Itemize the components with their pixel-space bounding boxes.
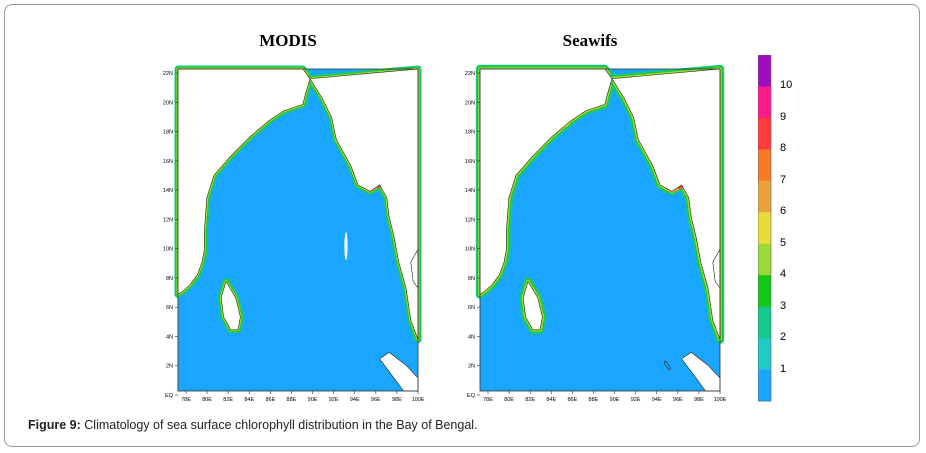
colorbar-frame: [758, 55, 772, 402]
lat-tick-label: 20N: [163, 100, 173, 106]
lon-tick-label: 96E: [371, 397, 381, 403]
lat-tick-label: EQ: [467, 393, 476, 399]
panel-title-modis: MODIS: [259, 31, 317, 50]
lat-tick-label: 2N: [468, 364, 475, 370]
andaman-islands: [344, 232, 348, 261]
figure-image: MODIS 22N 20N 18N 16N 14N 12N 10N 8N 6N 4N 2N EQ 78E…: [138, 29, 799, 405]
lon-tick-label: 88E: [589, 397, 599, 403]
figure-caption: Figure 9: Climatology of sea surface chl…: [28, 418, 478, 432]
land-mass: [309, 68, 419, 340]
land-mass: [220, 280, 241, 331]
lat-tick-label: 22N: [163, 71, 173, 77]
colorbar-segment: [758, 117, 771, 150]
lon-tick-label: 86E: [567, 397, 577, 403]
lon-tick-label: 90E: [610, 397, 620, 403]
lat-tick-label: 4N: [468, 334, 475, 340]
lon-tick-label: 98E: [694, 397, 704, 403]
lat-tick-label: 18N: [163, 130, 173, 136]
lon-tick-label: 88E: [287, 397, 297, 403]
lat-tick-label: 10N: [163, 247, 173, 253]
colorbar-label: 4: [780, 268, 787, 281]
lon-tick-label: 90E: [308, 397, 318, 403]
lon-tick-label: 92E: [631, 397, 641, 403]
lat-tick-label: 14N: [163, 188, 173, 194]
lat-tick-label: 12N: [465, 217, 475, 223]
colorbar: 10 9 8 7 6 5 4 3 2 1: [758, 55, 798, 405]
lon-tick-label: 96E: [673, 397, 683, 403]
colorbar-segment: [758, 243, 771, 276]
lon-tick-label: 94E: [652, 397, 662, 403]
lat-tick-label: 2N: [166, 364, 173, 370]
lat-tick-label: 10N: [465, 247, 475, 253]
colorbar-label: 8: [780, 142, 787, 155]
seawifs-map-panel: Seawifs 22N 20N 18N 16N 14N 12N 10N 8N 6N 4N 2N EQ 7…: [440, 29, 740, 405]
lat-tick-label: 20N: [465, 100, 475, 106]
colorbar-label: 2: [780, 331, 787, 344]
colorbar-segment: [758, 338, 771, 371]
lat-tick-label: EQ: [165, 393, 174, 399]
lon-tick-label: 82E: [525, 397, 535, 403]
lat-tick-label: 8N: [166, 276, 173, 282]
lon-tick-label: 82E: [223, 397, 233, 403]
caption-label: Figure 9:: [28, 418, 81, 432]
colorbar-label: 5: [780, 236, 787, 249]
lon-tick-label: 100E: [412, 397, 425, 403]
colorbar-segment: [758, 55, 771, 87]
colorbar-segment: [758, 149, 771, 182]
colorbar-label: 9: [780, 110, 787, 123]
colorbar-segment: [758, 369, 771, 402]
modis-map: 22N 20N 18N 16N 14N 12N 10N 8N 6N 4N 2N EQ 78E 80E 82E…: [163, 65, 425, 403]
lon-tick-label: 86E: [265, 397, 275, 403]
lon-tick-label: 100E: [714, 397, 727, 403]
colorbar-label: 10: [780, 79, 793, 92]
lon-tick-label: 80E: [202, 397, 212, 403]
land-mass: [611, 68, 721, 340]
colorbar-label: 6: [780, 205, 787, 218]
lat-tick-label: 6N: [166, 305, 173, 311]
lon-tick-label: 98E: [392, 397, 402, 403]
lat-tick-label: 22N: [465, 71, 475, 77]
seawifs-map: 22N 20N 18N 16N 14N 12N 10N 8N 6N 4N 2N EQ 78E 80E 82E…: [465, 64, 727, 403]
map-frame: [479, 68, 721, 392]
lon-tick-label: 78E: [181, 397, 191, 403]
colorbar-segment: [758, 86, 771, 119]
colorbar-segment: [758, 306, 771, 339]
land-mass: [479, 68, 613, 295]
colorbar-label: 3: [780, 299, 787, 312]
colorbar-label: 7: [780, 173, 787, 186]
colorbar-label: 1: [780, 362, 787, 375]
lon-tick-label: 78E: [483, 397, 493, 403]
colorbar-segment: [758, 180, 771, 213]
lat-tick-label: 16N: [465, 159, 475, 165]
lon-tick-label: 80E: [504, 397, 514, 403]
lat-tick-label: 18N: [465, 130, 475, 136]
land-mass: [522, 280, 543, 331]
lat-tick-label: 8N: [468, 276, 475, 282]
lat-tick-label: 4N: [166, 334, 173, 340]
panel-title-seawifs: Seawifs: [562, 31, 618, 50]
lon-tick-label: 84E: [546, 397, 556, 403]
lat-tick-label: 6N: [468, 305, 475, 311]
map-frame: [177, 68, 419, 392]
colorbar-segment: [758, 212, 771, 245]
colorbar-segment: [758, 275, 771, 308]
andaman-islands: [663, 360, 671, 370]
land-mass: [177, 68, 311, 295]
lat-tick-label: 14N: [465, 188, 475, 194]
lat-tick-label: 16N: [163, 159, 173, 165]
lat-tick-label: 12N: [163, 217, 173, 223]
figure-card: MODIS 22N 20N 18N 16N 14N 12N 10N 8N 6N 4N 2N EQ 78E…: [4, 4, 920, 447]
lon-tick-label: 92E: [329, 397, 339, 403]
modis-map-panel: MODIS 22N 20N 18N 16N 14N 12N 10N 8N 6N 4N 2N EQ 78E…: [138, 29, 438, 405]
caption-text: Climatology of sea surface chlorophyll d…: [80, 418, 478, 432]
lon-tick-label: 84E: [244, 397, 254, 403]
lon-tick-label: 94E: [350, 397, 360, 403]
colorbar-scale: [758, 55, 772, 402]
